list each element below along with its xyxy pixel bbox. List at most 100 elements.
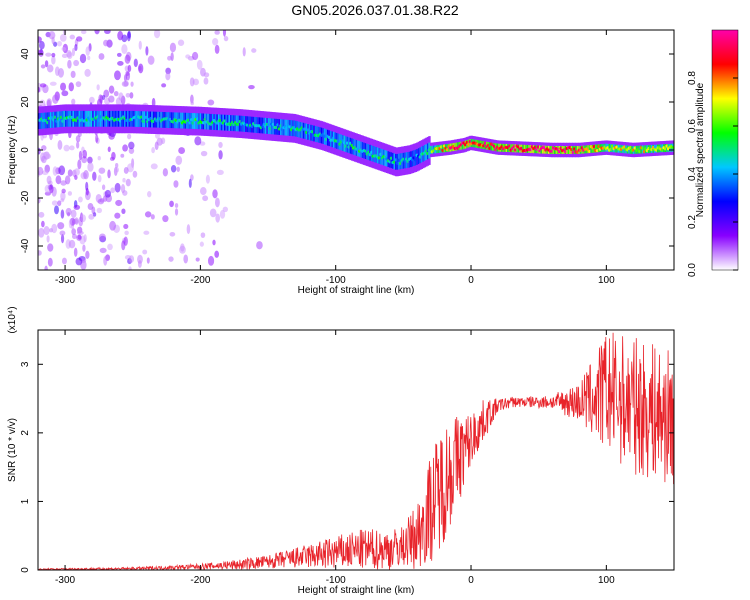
noise-blob — [122, 190, 128, 196]
ridge-band — [96, 110, 99, 127]
ridge-band — [348, 137, 351, 154]
noise-blob — [70, 70, 76, 79]
noise-blob — [47, 243, 54, 252]
noise-blob — [128, 255, 135, 263]
noise-blob — [73, 59, 80, 67]
noise-blob — [124, 54, 131, 64]
snr-y-multiplier: (x10⁴) — [7, 306, 18, 333]
x-tick-label: 100 — [598, 275, 615, 286]
ridge-band — [598, 144, 601, 153]
ridge-band — [419, 147, 422, 164]
colorbar-tick-label: 0.4 — [687, 167, 698, 181]
ridge-band — [523, 144, 526, 153]
noise-blob — [92, 171, 97, 181]
ridge-band — [595, 144, 598, 153]
noise-blob — [117, 30, 124, 41]
ridge-band — [208, 113, 211, 130]
noise-blob — [223, 36, 229, 42]
noise-blob — [104, 30, 111, 35]
noise-blob — [71, 98, 76, 105]
ridge-band — [224, 114, 227, 131]
noise-blob — [123, 223, 129, 230]
ridge-band — [49, 112, 52, 128]
noise-blob — [44, 265, 48, 270]
noise-blob — [256, 241, 263, 250]
noise-blob — [127, 64, 132, 73]
colorbar-label: Normalized spectral amplitude — [695, 82, 706, 217]
y-tick-label: 3 — [20, 361, 31, 367]
noise-blob — [170, 164, 177, 173]
ridge-band — [513, 144, 516, 153]
noise-blob — [76, 36, 83, 42]
ridge-band — [431, 145, 434, 154]
noise-blob — [116, 52, 122, 57]
noise-blob — [49, 81, 57, 86]
ridge-band — [307, 123, 310, 140]
noise-blob — [78, 150, 83, 161]
noise-blob — [144, 211, 152, 218]
noise-blob — [98, 167, 106, 174]
colorbar-tick-label: 0.6 — [687, 119, 698, 133]
ridge-band — [593, 144, 596, 153]
noise-blob — [71, 228, 77, 236]
noise-blob — [207, 99, 215, 106]
noise-blob — [242, 47, 246, 57]
noise-blob — [51, 52, 56, 58]
noise-blob — [190, 174, 194, 181]
noise-blob — [188, 178, 192, 189]
noise-blob — [60, 209, 65, 219]
noise-blob — [82, 149, 88, 159]
noise-blob — [115, 167, 119, 173]
noise-blob — [101, 94, 106, 100]
noise-blob — [80, 214, 87, 223]
noise-blob — [51, 223, 58, 234]
noise-blob — [84, 68, 91, 77]
noise-blob — [69, 145, 75, 151]
noise-blob — [41, 220, 45, 228]
ridge-band — [414, 149, 417, 166]
noise-blob — [38, 86, 41, 93]
y-tick-label: 2 — [20, 430, 31, 436]
noise-blob — [61, 257, 67, 265]
ridge-core — [671, 145, 674, 150]
noise-blob — [41, 155, 47, 164]
noise-blob — [127, 133, 132, 140]
x-tick-label: 0 — [468, 575, 474, 586]
noise-blob — [151, 147, 155, 154]
noise-blob — [200, 150, 208, 157]
noise-blob — [202, 195, 209, 202]
noise-blob — [54, 205, 59, 215]
noise-blob — [129, 92, 134, 99]
noise-blob — [165, 72, 171, 81]
noise-blob — [94, 30, 100, 35]
noise-blob — [52, 94, 59, 104]
noise-blob — [154, 141, 159, 150]
noise-blob — [51, 36, 55, 45]
noise-blob — [73, 247, 78, 257]
noise-blob — [54, 66, 60, 76]
colorbar — [711, 29, 739, 271]
ridge-band — [358, 141, 361, 157]
noise-blob — [122, 177, 126, 183]
noise-blob — [219, 209, 226, 219]
colorbar-ticks: 0.0 0.2 0.4 0.6 0.8 — [687, 71, 738, 277]
y-tick-label: -20 — [20, 190, 31, 205]
noise-blob — [41, 145, 47, 151]
noise-blob — [101, 184, 106, 191]
noise-blob — [96, 207, 103, 214]
noise-blob — [67, 169, 73, 177]
ridge-band — [514, 144, 517, 153]
noise-blob — [60, 191, 66, 201]
noise-blob — [57, 222, 65, 230]
noise-blob — [107, 243, 113, 251]
noise-blob — [115, 163, 119, 168]
noise-blob — [191, 51, 199, 61]
noise-blob — [87, 162, 94, 172]
noise-blob — [97, 156, 101, 161]
y-tick-label: 0 — [20, 567, 31, 573]
x-tick-label: 100 — [598, 575, 615, 586]
noise-blob — [68, 218, 73, 229]
noise-blob — [61, 90, 69, 97]
ridge-band — [145, 111, 148, 128]
noise-blob — [74, 174, 78, 180]
